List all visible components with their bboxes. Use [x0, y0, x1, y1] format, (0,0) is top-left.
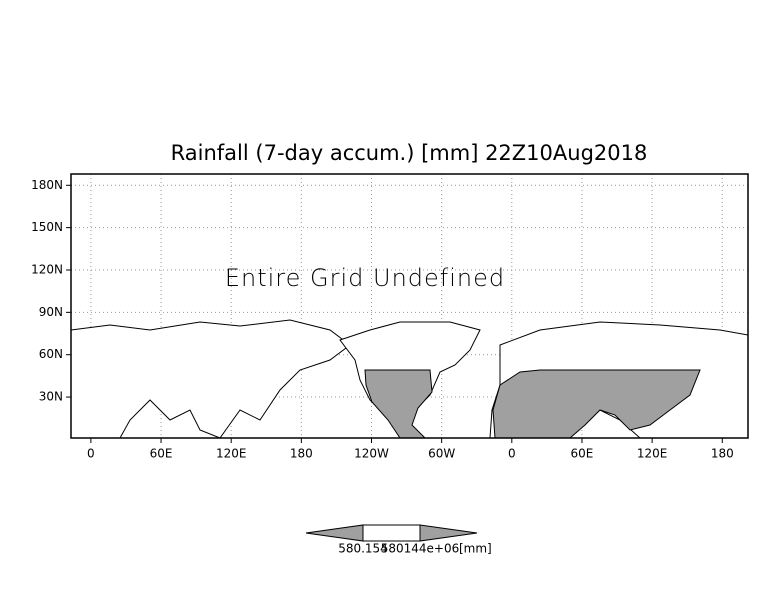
- y-tick-label: 60N: [39, 347, 63, 361]
- x-tick-label: 120W: [354, 447, 389, 461]
- x-tick-label: 120E: [637, 447, 668, 461]
- x-tick-label: 60E: [571, 447, 594, 461]
- y-tick-label: 180N: [31, 178, 63, 192]
- x-tick-label: 60E: [150, 447, 173, 461]
- x-tick-label: 0: [87, 447, 95, 461]
- y-tick-label: 120N: [31, 263, 63, 277]
- colorbar-mid: [362, 524, 421, 542]
- annotation: Entire Grid Undefined: [225, 264, 505, 292]
- eurasia: [71, 319, 351, 438]
- y-tick-label: 30N: [39, 390, 63, 404]
- colorbar-label: 580144e+06: [381, 542, 460, 556]
- colorbar-high: [419, 524, 478, 542]
- x-tick-label: 180: [711, 447, 734, 461]
- y-tick-label: 90N: [39, 305, 63, 319]
- x-tick-label: 60W: [428, 447, 455, 461]
- eurasia-shade: [492, 369, 701, 438]
- chart-title: Rainfall (7-day accum.) [mm] 22Z10Aug201…: [171, 141, 648, 165]
- x-tick-label: 180: [290, 447, 313, 461]
- y-tick-label: 150N: [31, 220, 63, 234]
- x-tick-label: 0: [508, 447, 516, 461]
- north-america-shade: [364, 369, 433, 438]
- colorbar-label: 580.154: [338, 542, 388, 556]
- land-masses: [71, 319, 748, 438]
- colorbar-low: [305, 524, 364, 542]
- colorbar-unit: [mm]: [459, 542, 492, 556]
- colorbar: 580.154 580144e+06 [mm]: [305, 524, 492, 556]
- plot-frame: [70, 173, 749, 439]
- x-tick-label: 120E: [216, 447, 247, 461]
